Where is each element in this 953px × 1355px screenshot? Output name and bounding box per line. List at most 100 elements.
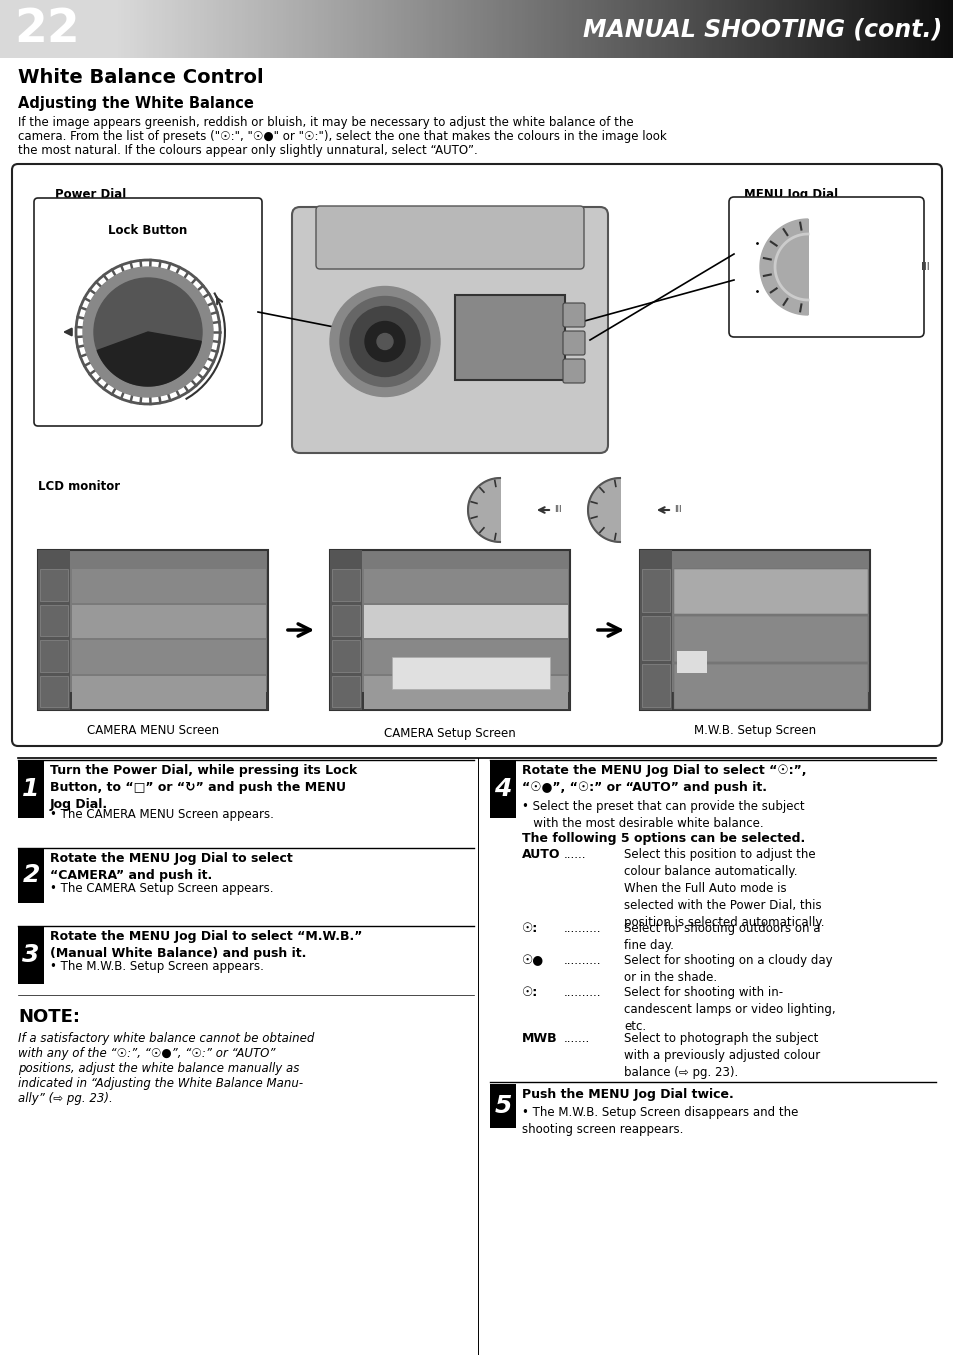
Text: Power Dial: Power Dial — [55, 188, 126, 201]
Bar — [467, 0, 471, 58]
Bar — [505, 0, 509, 58]
Bar — [407, 0, 411, 58]
Bar — [629, 0, 633, 58]
Bar — [781, 0, 785, 58]
Text: ......: ...... — [563, 848, 586, 860]
Bar — [851, 0, 855, 58]
Bar — [298, 0, 302, 58]
Bar — [397, 0, 401, 58]
Bar — [169, 0, 172, 58]
Text: indicated in “Adjusting the White Balance Manu-: indicated in “Adjusting the White Balanc… — [18, 1077, 303, 1089]
Bar — [490, 1084, 516, 1127]
Bar — [76, 0, 80, 58]
Bar — [146, 0, 150, 58]
Bar — [772, 0, 776, 58]
Bar — [496, 0, 499, 58]
Bar — [150, 0, 153, 58]
Bar — [931, 0, 935, 58]
Bar — [493, 0, 497, 58]
Bar — [16, 0, 20, 58]
Text: 5: 5 — [494, 1093, 511, 1118]
Bar — [216, 0, 220, 58]
Bar — [191, 0, 194, 58]
Bar — [651, 0, 655, 58]
Bar — [362, 0, 366, 58]
Bar — [822, 0, 826, 58]
Bar — [29, 0, 32, 58]
Bar — [877, 0, 881, 58]
Bar — [607, 0, 611, 58]
Text: 2: 2 — [22, 863, 40, 888]
Bar — [762, 0, 766, 58]
Bar — [102, 0, 106, 58]
Circle shape — [350, 306, 419, 377]
Text: AUTO: AUTO — [521, 848, 560, 860]
Text: MANUAL SHOOTING (cont.): MANUAL SHOOTING (cont.) — [582, 18, 941, 41]
Text: CAMERA MENU Screen: CAMERA MENU Screen — [87, 724, 219, 737]
Bar — [864, 0, 868, 58]
Bar — [332, 676, 359, 707]
Bar — [369, 0, 373, 58]
Bar — [270, 0, 274, 58]
Text: 22: 22 — [14, 7, 80, 51]
Bar — [184, 0, 188, 58]
Bar — [841, 0, 845, 58]
Bar — [336, 0, 340, 58]
Bar — [40, 640, 68, 672]
Bar — [334, 0, 337, 58]
Bar — [645, 0, 649, 58]
Bar — [598, 0, 601, 58]
Bar — [470, 0, 474, 58]
Bar — [779, 0, 782, 58]
Text: ☉:: ☉: — [521, 986, 537, 999]
Text: Adjusting the White Balance: Adjusting the White Balance — [18, 96, 253, 111]
Text: MWB: MWB — [521, 1033, 558, 1045]
Bar — [229, 0, 233, 58]
Bar — [769, 0, 773, 58]
Bar — [426, 0, 430, 58]
Text: • The CAMERA MENU Screen appears.: • The CAMERA MENU Screen appears. — [50, 808, 274, 821]
Bar — [867, 0, 871, 58]
Bar — [12, 0, 16, 58]
Bar — [908, 0, 912, 58]
Bar — [413, 0, 416, 58]
Bar — [696, 0, 700, 58]
Text: If a satisfactory white balance cannot be obtained: If a satisfactory white balance cannot b… — [18, 1033, 314, 1045]
Bar — [455, 0, 458, 58]
Bar — [7, 0, 10, 58]
Bar — [264, 0, 268, 58]
FancyBboxPatch shape — [728, 196, 923, 337]
Bar — [950, 0, 953, 58]
Bar — [419, 0, 423, 58]
Bar — [350, 0, 354, 58]
Bar — [378, 0, 382, 58]
Bar — [889, 0, 893, 58]
Bar — [332, 604, 359, 635]
Bar — [48, 0, 51, 58]
Bar — [155, 0, 159, 58]
Text: Rotate the MENU Jog Dial to select “M.W.B.”
(Manual White Balance) and push it.: Rotate the MENU Jog Dial to select “M.W.… — [50, 930, 362, 959]
Bar — [241, 0, 245, 58]
Bar — [746, 0, 750, 58]
Bar — [578, 0, 582, 58]
Bar — [613, 0, 617, 58]
Bar — [912, 0, 916, 58]
Bar — [391, 0, 395, 58]
Bar — [384, 0, 388, 58]
Bar — [699, 0, 702, 58]
Bar — [165, 0, 169, 58]
FancyBboxPatch shape — [562, 359, 584, 383]
Bar — [667, 0, 671, 58]
Bar — [403, 0, 407, 58]
Bar — [364, 676, 567, 709]
Bar — [71, 604, 266, 638]
Circle shape — [339, 297, 430, 386]
Bar — [45, 0, 49, 58]
Text: • Select the preset that can provide the subject
   with the most desirable whit: • Select the preset that can provide the… — [521, 799, 803, 831]
Bar — [302, 0, 306, 58]
Bar — [588, 0, 592, 58]
Text: III: III — [920, 262, 928, 272]
Bar — [836, 0, 840, 58]
Bar — [83, 0, 87, 58]
Bar — [86, 0, 90, 58]
